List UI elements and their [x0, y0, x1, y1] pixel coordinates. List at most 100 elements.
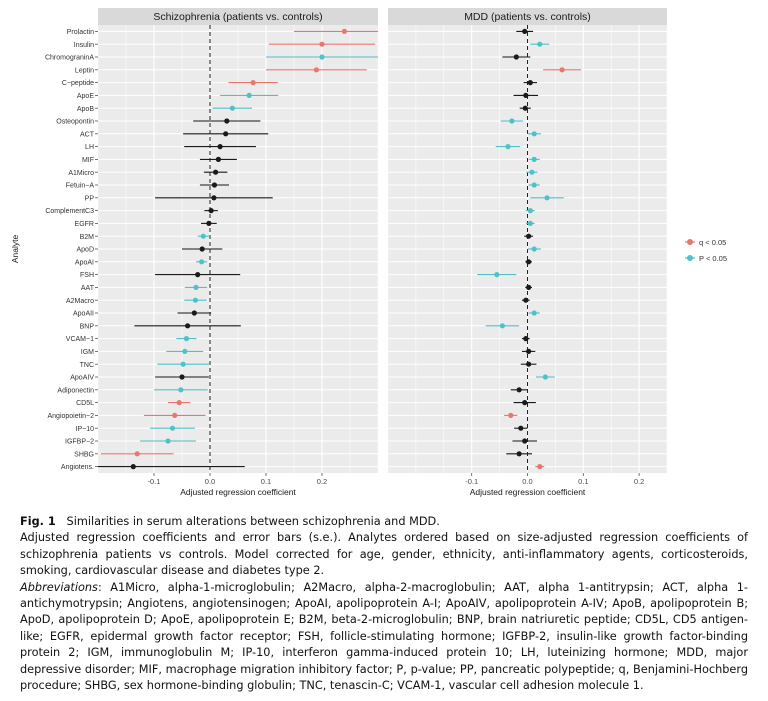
- mdd-point: [526, 284, 532, 290]
- mdd-point: [526, 259, 532, 265]
- scz-point: [229, 105, 235, 111]
- mdd-point: [526, 233, 532, 239]
- mdd-point: [516, 387, 522, 393]
- y-tick-label: ApoD: [76, 247, 94, 254]
- mdd-point: [522, 28, 528, 34]
- y-tick-label: Leptin: [75, 67, 94, 74]
- scz-point: [208, 208, 214, 214]
- y-tick-label: ApoAIV: [70, 375, 94, 382]
- scz-point: [200, 233, 206, 239]
- y-tick-label: IGM: [81, 349, 94, 356]
- y-tick-label: EGFR: [75, 221, 94, 228]
- y-tick-label: IP−10: [76, 426, 95, 433]
- y-tick-label: ApoB: [77, 106, 94, 113]
- mdd-point: [526, 348, 532, 354]
- scz-point: [224, 118, 230, 124]
- scz-point: [211, 195, 217, 201]
- scz-x-axis-title: Adjusted regression coefficient: [180, 487, 296, 497]
- mdd-point: [537, 464, 543, 470]
- mdd-point: [527, 80, 533, 86]
- mdd-point: [518, 425, 524, 431]
- scz-point: [192, 297, 199, 303]
- scz-x-tick-label: -0.1: [148, 477, 161, 486]
- scz-x-tick-label: 0.1: [261, 477, 271, 486]
- y-tick-label: ChromograninA: [45, 55, 94, 62]
- mdd-point: [542, 374, 548, 380]
- mdd-point: [522, 438, 528, 444]
- scz-point: [206, 220, 212, 226]
- mdd-point: [531, 156, 537, 162]
- y-tick-label: ApoE: [77, 93, 94, 100]
- figure-description: Adjusted regression coefficients and err…: [20, 531, 748, 578]
- y-tick-label: LH: [85, 144, 94, 151]
- scz-x-tick-label: 0.2: [317, 477, 327, 486]
- scz-point: [134, 451, 140, 457]
- mdd-point: [523, 297, 529, 303]
- y-tick-label: FSH: [80, 272, 94, 279]
- mdd-point: [559, 67, 565, 73]
- y-tick-label: ACT: [80, 131, 95, 138]
- mdd-point: [529, 169, 535, 175]
- y-tick-label: A1Micro: [68, 170, 94, 177]
- mdd-point: [537, 41, 543, 47]
- scz-point: [223, 131, 229, 137]
- legend-label: P < 0.05: [699, 254, 727, 263]
- mdd-point: [508, 412, 514, 418]
- scz-x-tick-label: 0.0: [205, 477, 215, 486]
- mdd-point: [523, 92, 529, 98]
- y-tick-label: ApoAII: [73, 311, 94, 318]
- scz-point: [165, 438, 171, 444]
- figure-title: Similarities in serum alterations betwee…: [66, 515, 440, 528]
- scz-point: [178, 387, 184, 393]
- scz-point: [193, 284, 199, 290]
- y-tick-label: VCAM−1: [66, 336, 94, 343]
- mdd-point: [516, 451, 522, 457]
- y-tick-label: AAT: [81, 285, 95, 292]
- scz-point: [211, 182, 218, 188]
- y-axis-title: Analyte: [10, 235, 20, 264]
- scz-point: [176, 400, 182, 406]
- scz-point: [185, 323, 191, 329]
- mdd-point: [523, 336, 529, 342]
- mdd-point: [513, 54, 519, 60]
- y-tick-label: PP: [85, 195, 95, 202]
- mdd-point: [505, 144, 511, 150]
- mdd-panel: MDD (patients vs. controls) -0.1 0.0 0.1 0.2…: [387, 8, 668, 497]
- scz-point: [199, 259, 205, 265]
- y-tick-label: Prolactin: [67, 29, 94, 36]
- y-tick-label: IGFBP−2: [65, 439, 94, 446]
- mdd-title: MDD (patients vs. controls): [464, 11, 591, 23]
- scz-point: [169, 425, 176, 431]
- y-tick-label: Insulin: [74, 42, 94, 49]
- mdd-point: [531, 131, 537, 137]
- mdd-point: [526, 361, 532, 367]
- mdd-title-strip: [388, 8, 667, 25]
- y-tick-label: BNP: [80, 323, 95, 330]
- y-tick-label: A2Macro: [66, 298, 94, 305]
- y-tick-label: B2M: [80, 234, 95, 241]
- scz-point: [246, 92, 252, 98]
- scz-point: [341, 28, 347, 34]
- scz-point: [183, 336, 190, 342]
- y-tick-label: MIF: [82, 157, 94, 164]
- legend-key-dot: [687, 255, 693, 261]
- y-tick-label: TNC: [80, 362, 94, 369]
- y-tick-label: CD5L: [76, 400, 94, 407]
- figure-caption: Fig. 1 Similarities in serum alterations…: [20, 514, 748, 694]
- scz-point: [195, 272, 201, 278]
- scz-point: [179, 374, 185, 380]
- y-tick-label: Fetuin−A: [66, 183, 95, 190]
- mdd-x-tick-label: 0.0: [522, 477, 532, 486]
- y-tick-label: ApoAI: [75, 259, 94, 266]
- scz-point: [319, 41, 325, 47]
- y-tick-label: Angiotens.: [61, 464, 94, 471]
- figure-label: Fig. 1: [20, 515, 56, 528]
- scz-title: Schizophrenia (patients vs. controls): [153, 11, 322, 23]
- mdd-point: [544, 195, 550, 201]
- y-tick-label: Angiopoietin−2: [47, 413, 94, 420]
- mdd-point: [531, 310, 537, 316]
- scz-point: [182, 348, 188, 354]
- scz-point: [250, 80, 256, 86]
- scz-point: [215, 156, 221, 162]
- mdd-point: [527, 220, 533, 226]
